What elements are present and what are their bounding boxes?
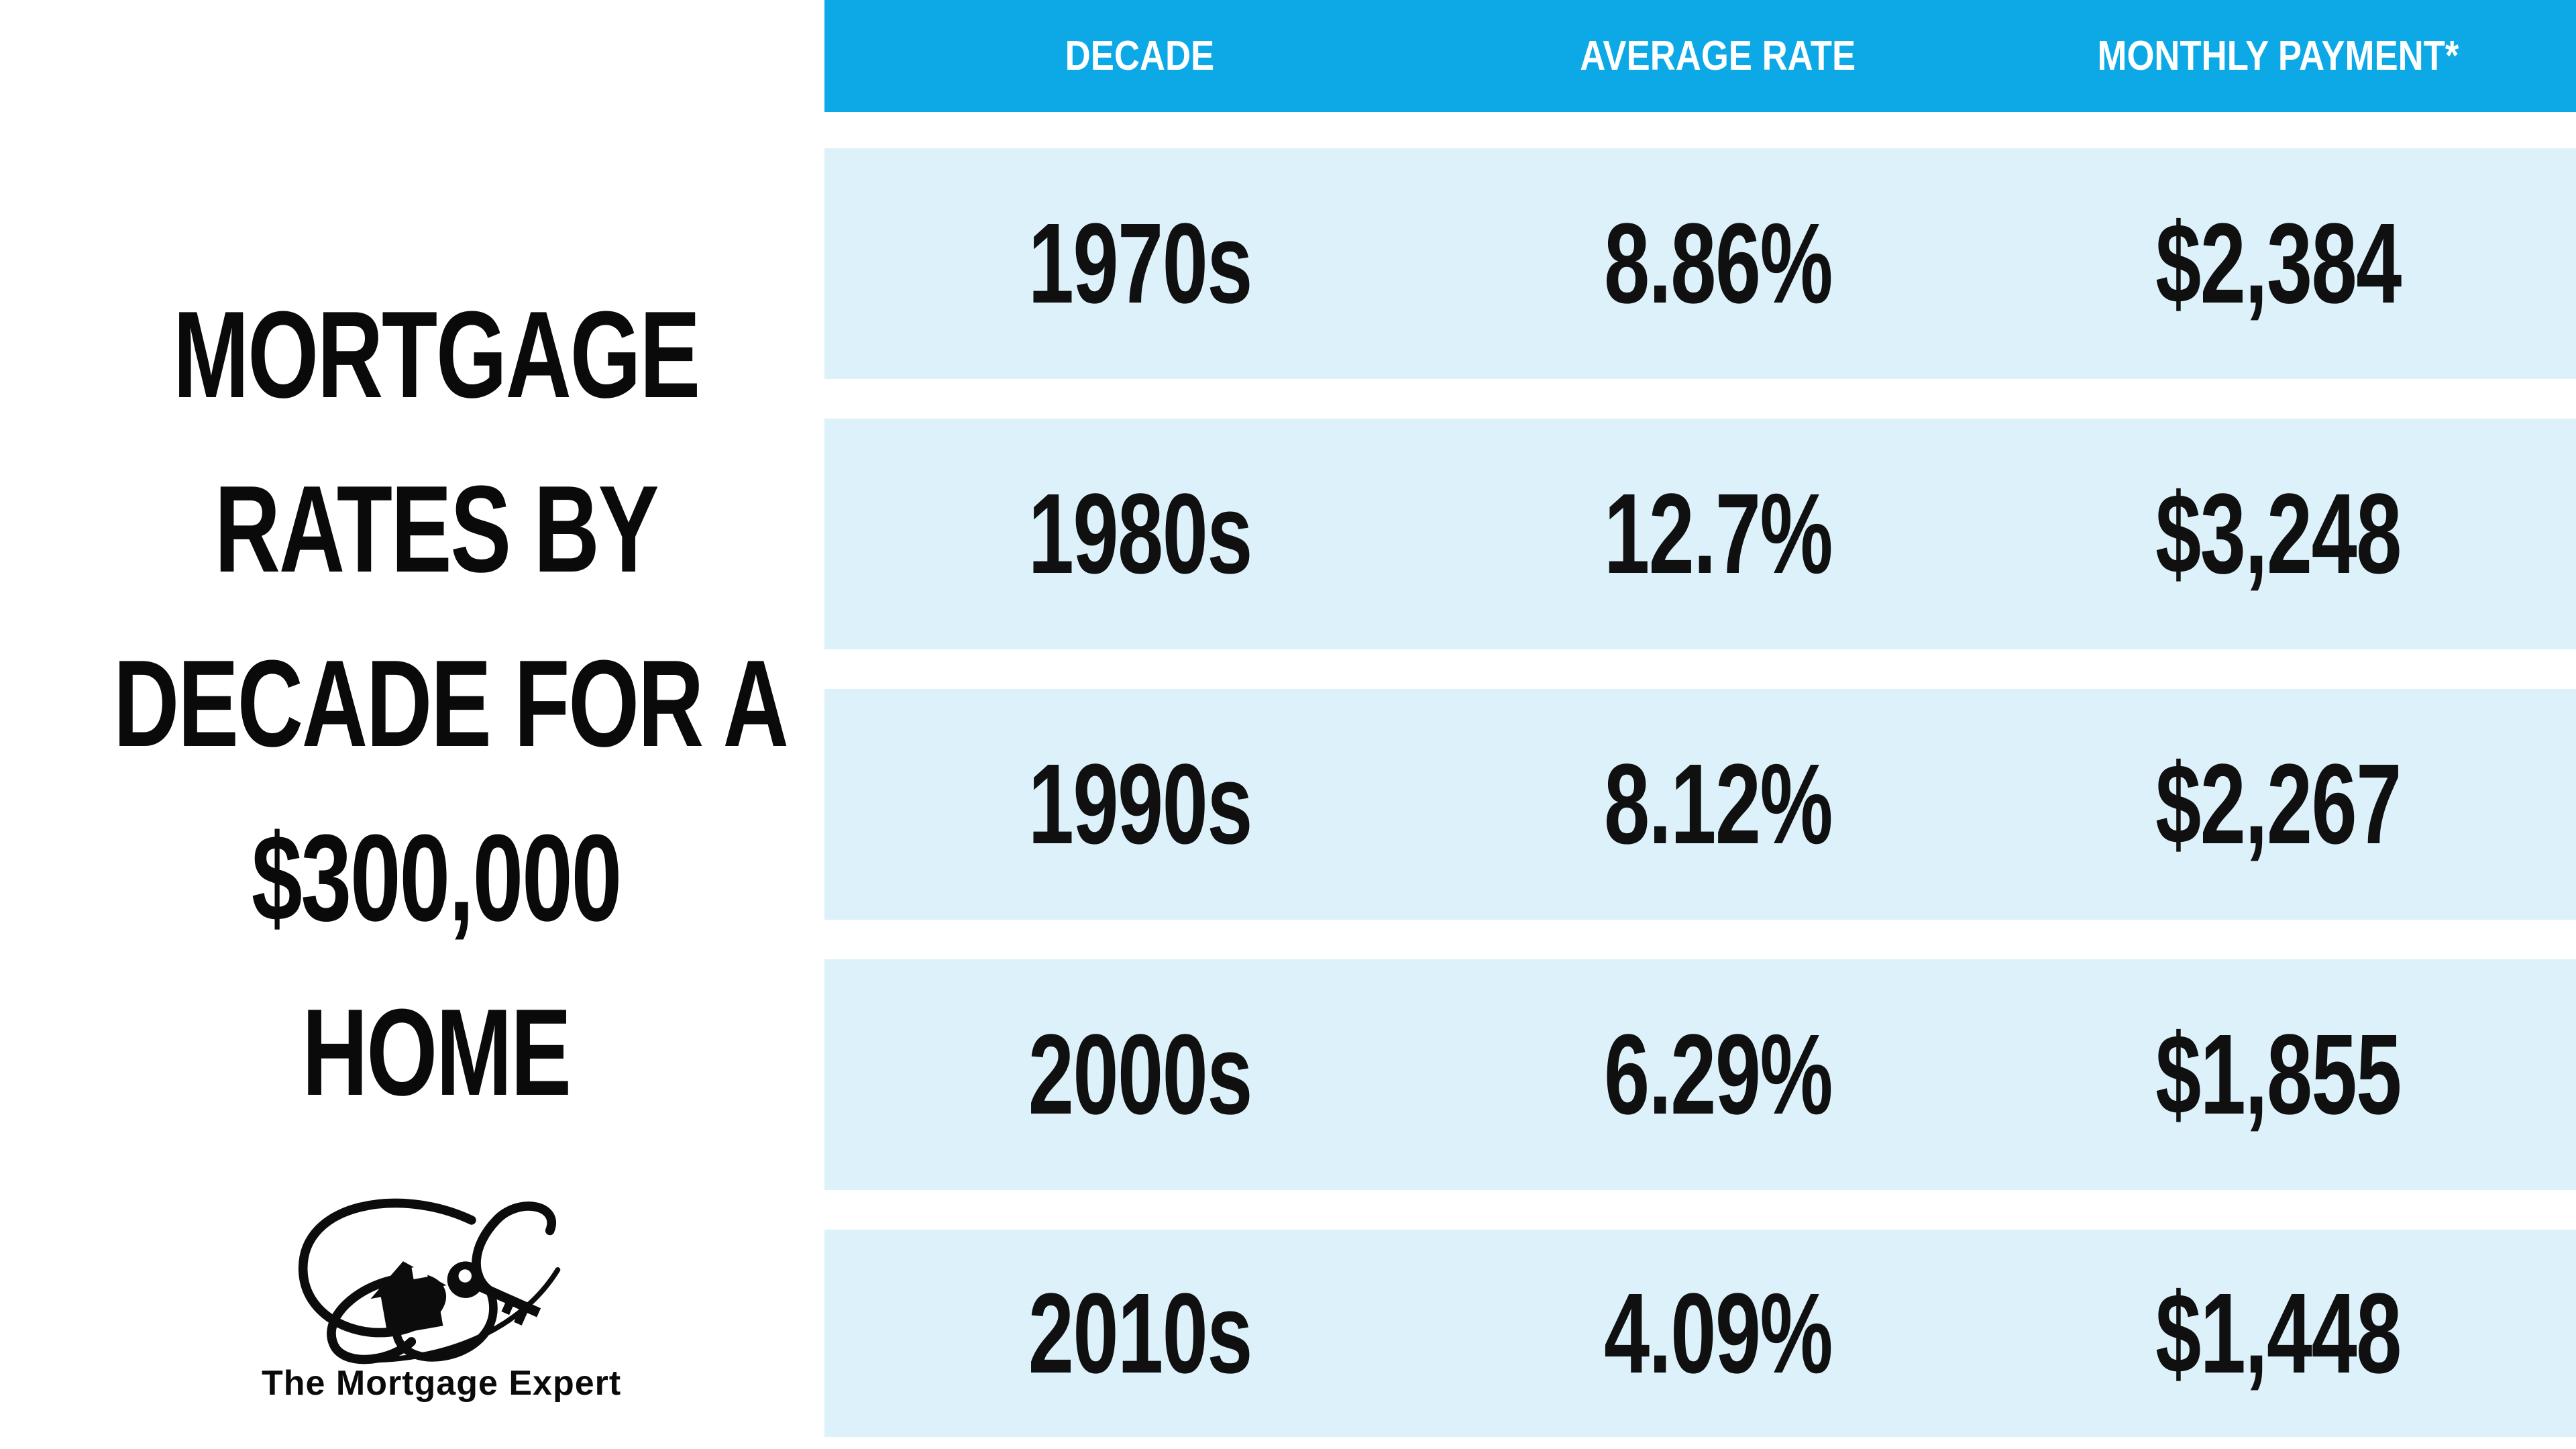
cell-average-rate: 8.86%: [1455, 148, 1980, 379]
cell-monthly-payment: $1,448: [1980, 1230, 2576, 1437]
decade-value: 1980s: [1028, 470, 1252, 598]
cell-decade: 1970s: [824, 148, 1455, 379]
title-line: MORTGAGE: [172, 285, 700, 423]
header-label: DECADE: [1065, 33, 1215, 79]
table-row: 2000s 6.29% $1,855: [824, 959, 2576, 1190]
cell-average-rate: 6.29%: [1455, 959, 1980, 1190]
payment-value: $2,384: [2155, 200, 2402, 327]
table-row: 2010s 4.09% $1,448: [824, 1230, 2576, 1437]
logo-caption: The Mortgage Expert: [262, 1364, 622, 1403]
logo-mark: [298, 1198, 561, 1364]
cell-average-rate: 8.12%: [1455, 689, 1980, 920]
cell-monthly-payment: $1,855: [1980, 959, 2576, 1190]
decade-value: 2010s: [1028, 1269, 1252, 1397]
rate-value: 8.12%: [1603, 741, 1833, 868]
decade-value: 2000s: [1028, 1011, 1252, 1138]
table-row: 1970s 8.86% $2,384: [824, 148, 2576, 379]
title-line: RATES BY: [214, 460, 659, 598]
table-header-row: DECADE AVERAGE RATE MONTHLY PAYMENT*: [824, 0, 2576, 112]
rate-value: 6.29%: [1603, 1011, 1833, 1138]
header-cell-decade: DECADE: [824, 0, 1455, 112]
key-icon: [447, 1261, 541, 1326]
header-label: AVERAGE RATE: [1580, 33, 1856, 79]
cell-decade: 2010s: [824, 1230, 1455, 1437]
cell-monthly-payment: $3,248: [1980, 419, 2576, 649]
title-line: HOME: [302, 983, 572, 1121]
rate-value: 4.09%: [1603, 1269, 1833, 1397]
header-cell-average-rate: AVERAGE RATE: [1455, 0, 1980, 112]
cell-average-rate: 12.7%: [1455, 419, 1980, 649]
title-line: $300,000: [251, 808, 622, 947]
page-title: MORTGAGE RATES BY DECADE FOR A $300,000 …: [113, 267, 789, 1139]
payment-value: $1,448: [2155, 1269, 2402, 1397]
cell-average-rate: 4.09%: [1455, 1230, 1980, 1437]
header-cell-monthly-payment: MONTHLY PAYMENT*: [1980, 0, 2576, 112]
decade-value: 1970s: [1028, 200, 1252, 327]
rate-value: 8.86%: [1603, 200, 1833, 327]
title-line: DECADE FOR A: [113, 634, 789, 772]
cell-decade: 1990s: [824, 689, 1455, 920]
cell-decade: 1980s: [824, 419, 1455, 649]
table-row: 1980s 12.7% $3,248: [824, 419, 2576, 649]
payment-value: $3,248: [2155, 470, 2402, 598]
cell-monthly-payment: $2,384: [1980, 148, 2576, 379]
rate-value: 12.7%: [1603, 470, 1833, 598]
house-icon: [370, 1261, 447, 1336]
table-row: 1990s 8.12% $2,267: [824, 689, 2576, 920]
brand-logo: The Mortgage Expert: [262, 1193, 622, 1403]
header-label: MONTHLY PAYMENT*: [2097, 33, 2459, 79]
cell-monthly-payment: $2,267: [1980, 689, 2576, 920]
payment-value: $1,855: [2155, 1011, 2402, 1138]
cell-decade: 2000s: [824, 959, 1455, 1190]
payment-value: $2,267: [2155, 741, 2402, 868]
decade-value: 1990s: [1028, 741, 1252, 868]
